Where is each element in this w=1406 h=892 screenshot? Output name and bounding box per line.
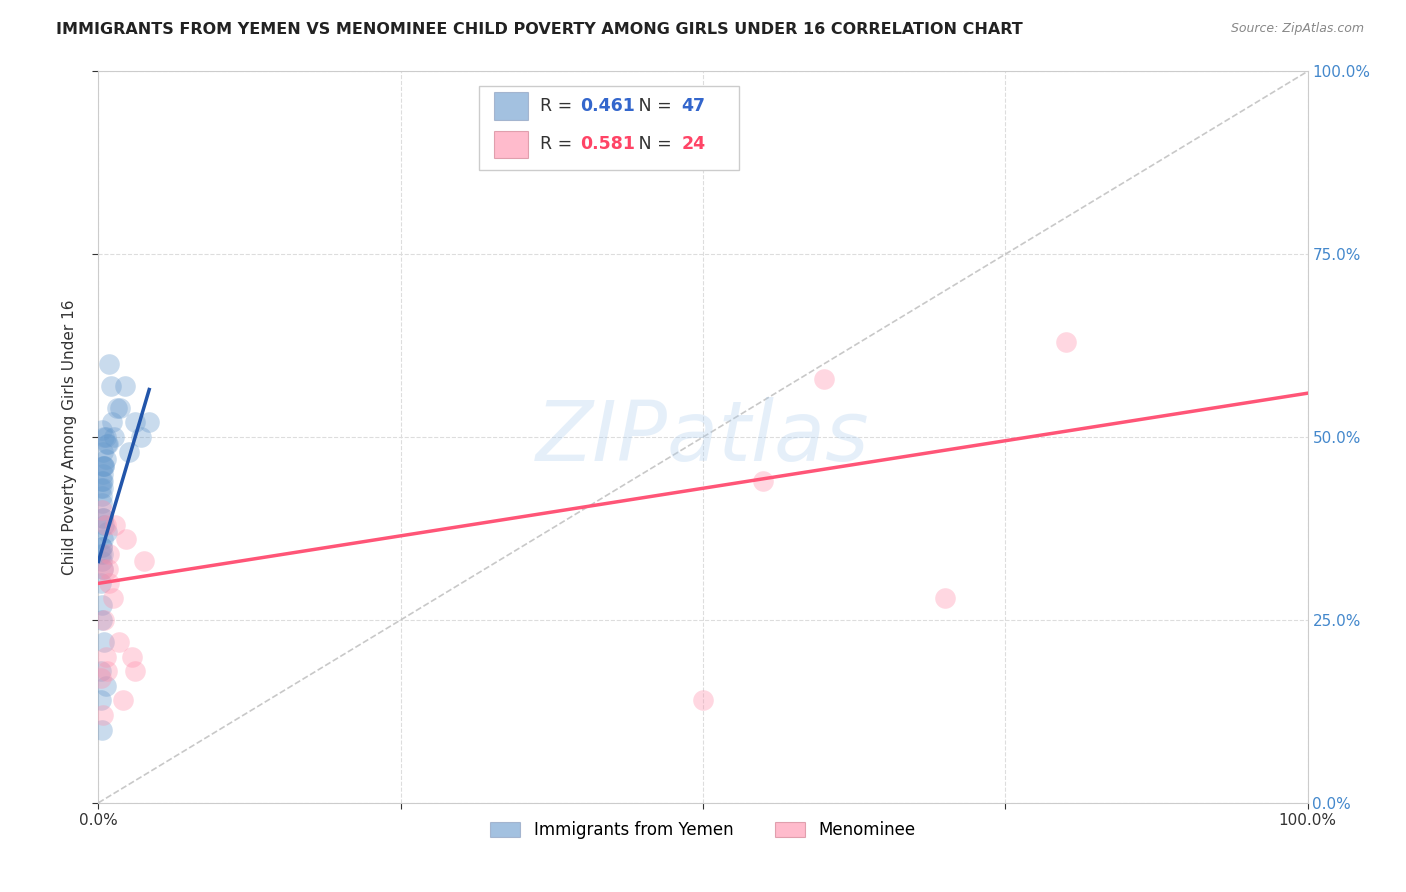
Text: N =: N =	[621, 96, 678, 115]
Point	[100, 379, 122, 393]
FancyBboxPatch shape	[479, 86, 740, 170]
Point	[94, 452, 117, 467]
Point	[752, 474, 775, 488]
Point	[692, 693, 714, 707]
Point	[108, 635, 131, 649]
Point	[91, 708, 114, 723]
Point	[105, 401, 128, 415]
Point	[91, 503, 114, 517]
Point	[93, 459, 115, 474]
Point	[91, 533, 114, 547]
Point	[91, 496, 114, 510]
Text: 24: 24	[682, 136, 706, 153]
Point	[91, 723, 114, 737]
Point	[91, 467, 114, 481]
Y-axis label: Child Poverty Among Girls Under 16: Child Poverty Among Girls Under 16	[62, 300, 77, 574]
Point	[98, 576, 121, 591]
Point	[91, 599, 114, 613]
Point	[91, 423, 114, 437]
Point	[121, 649, 143, 664]
Point	[114, 379, 136, 393]
Point	[91, 481, 114, 495]
Point	[91, 613, 114, 627]
Point	[98, 547, 121, 561]
Point	[111, 693, 134, 707]
Point	[97, 437, 120, 451]
Point	[93, 635, 115, 649]
Point	[91, 474, 114, 488]
Point	[91, 540, 114, 554]
Point	[103, 430, 125, 444]
Point	[108, 401, 131, 415]
Text: IMMIGRANTS FROM YEMEN VS MENOMINEE CHILD POVERTY AMONG GIRLS UNDER 16 CORRELATIO: IMMIGRANTS FROM YEMEN VS MENOMINEE CHILD…	[56, 22, 1024, 37]
Point	[96, 437, 118, 451]
Point	[94, 649, 117, 664]
Point	[91, 444, 114, 458]
Point	[104, 517, 127, 532]
Point	[100, 416, 122, 430]
Point	[91, 510, 114, 524]
Point	[90, 481, 112, 495]
Point	[813, 371, 835, 385]
Point	[134, 554, 156, 568]
Point	[93, 459, 115, 474]
Point	[93, 613, 115, 627]
Legend: Immigrants from Yemen, Menominee: Immigrants from Yemen, Menominee	[484, 814, 922, 846]
Point	[96, 664, 118, 678]
Text: N =: N =	[621, 136, 678, 153]
Point	[91, 510, 114, 524]
Point	[91, 562, 114, 576]
Point	[91, 474, 114, 488]
Text: 0.461: 0.461	[579, 96, 634, 115]
Point	[96, 525, 118, 540]
Text: 47: 47	[682, 96, 706, 115]
Point	[94, 679, 117, 693]
Point	[101, 591, 124, 605]
Point	[91, 554, 114, 568]
Point	[91, 459, 114, 474]
Point	[90, 693, 112, 707]
Point	[91, 489, 114, 503]
Point	[91, 562, 114, 576]
Text: R =: R =	[540, 96, 578, 115]
Point	[90, 547, 112, 561]
Point	[124, 416, 146, 430]
Point	[91, 540, 114, 554]
Point	[90, 664, 112, 678]
Point	[138, 416, 160, 430]
Point	[93, 430, 115, 444]
Point	[124, 664, 146, 678]
Point	[94, 430, 117, 444]
Text: 0.581: 0.581	[579, 136, 634, 153]
Point	[118, 444, 141, 458]
Point	[129, 430, 152, 444]
Point	[91, 547, 114, 561]
Text: Source: ZipAtlas.com: Source: ZipAtlas.com	[1230, 22, 1364, 36]
Point	[90, 576, 112, 591]
Bar	[494, 130, 527, 158]
Point	[94, 517, 117, 532]
Point	[90, 672, 112, 686]
Point	[93, 517, 115, 532]
Bar	[494, 92, 527, 120]
Text: ZIPatlas: ZIPatlas	[536, 397, 870, 477]
Point	[98, 357, 121, 371]
Point	[934, 591, 956, 605]
Point	[1054, 334, 1077, 349]
Point	[115, 533, 138, 547]
Point	[97, 562, 120, 576]
Text: R =: R =	[540, 136, 578, 153]
